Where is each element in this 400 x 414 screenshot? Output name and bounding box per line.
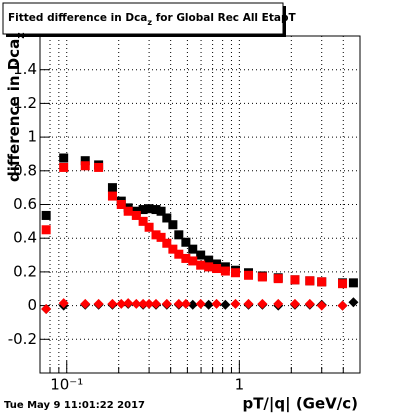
data-point [337,300,348,311]
data-point [187,299,198,310]
data-point [107,298,118,309]
data-point [348,278,358,288]
data-point [93,298,104,309]
data-point [290,275,300,285]
data-point [156,206,166,216]
data-point [59,162,69,172]
x-tick-label: 10⁻¹ [50,376,83,394]
data-point [305,276,315,286]
y-tick-label: 1.4 [13,60,37,78]
data-point [173,298,184,309]
data-point [338,279,348,289]
data-point [273,274,283,284]
data-point [107,191,117,201]
data-point [156,232,166,242]
data-point [144,298,155,309]
data-point [168,244,178,254]
y-tick-label: -0.2 [8,330,37,348]
data-point [138,216,148,226]
data-point [211,298,222,309]
y-label-subscript: z [14,32,27,38]
data-point [181,237,191,247]
timestamp: Tue May 9 11:01:22 2017 [4,400,145,411]
data-point [123,298,134,309]
data-point [231,268,241,278]
data-point [188,244,198,254]
data-point [273,298,284,309]
data-point [41,225,51,235]
data-point [161,298,172,309]
data-point [123,206,133,216]
data-point [348,297,359,308]
data-point [151,205,161,215]
data-point [220,299,231,310]
data-point [317,277,327,287]
x-tick-label: 1 [235,376,245,394]
data-point [138,298,149,309]
data-point [80,298,91,309]
data-point [138,205,148,215]
data-point [204,255,214,265]
data-point [116,298,127,309]
y-tick-label: 1 [27,128,37,146]
data-point [107,183,117,193]
data-point [151,298,162,309]
chart-title: Fitted difference in Dcaz for Global Rec… [8,12,296,27]
data-point [162,238,172,248]
data-point [41,210,51,220]
y-tick-label: 0.4 [13,229,37,247]
data-point [174,230,184,240]
data-point [80,156,90,166]
data-point [212,264,222,274]
data-point [244,270,254,280]
data-point [131,298,142,309]
data-point [131,210,141,220]
data-point [144,204,154,214]
data-point [162,213,172,223]
y-tick-label: 1.2 [13,94,37,112]
data-point [204,262,214,272]
y-tick-label: 0 [27,296,37,314]
plot-frame [39,35,361,374]
data-point [316,300,327,311]
data-point [180,298,191,309]
data-point [59,153,69,163]
data-point [144,222,154,232]
data-point [203,299,214,310]
data-point [196,260,206,270]
data-point [257,272,267,282]
x-axis-label: pT/|q| (GeV/c) [242,395,358,414]
data-point [58,298,69,309]
data-point [41,303,52,314]
data-point [230,298,241,309]
y-label-text: difference in Dca [5,39,23,182]
data-point [212,259,222,269]
data-point [80,161,90,171]
y-tick-label: 0.2 [13,262,37,280]
data-point [195,298,206,309]
title-subscript: z [147,18,152,27]
data-point [304,298,315,309]
data-point [94,162,104,172]
data-point [289,298,300,309]
y-axis-label: difference in Dcaz [5,32,28,182]
title-text: for Global Rec All EtapT [152,12,296,24]
data-point [116,200,126,209]
data-point [188,256,198,266]
data-point [151,230,161,240]
data-point [196,250,206,260]
data-point [174,249,184,259]
title-box [2,2,284,35]
data-point [181,253,191,263]
data-point [257,298,268,309]
title-text: Fitted difference in Dca [8,12,147,24]
y-tick-label: 0.6 [13,195,37,213]
data-point [220,266,230,276]
data-point [243,298,254,309]
data-point [168,220,178,230]
y-tick-label: 0.8 [13,161,37,179]
